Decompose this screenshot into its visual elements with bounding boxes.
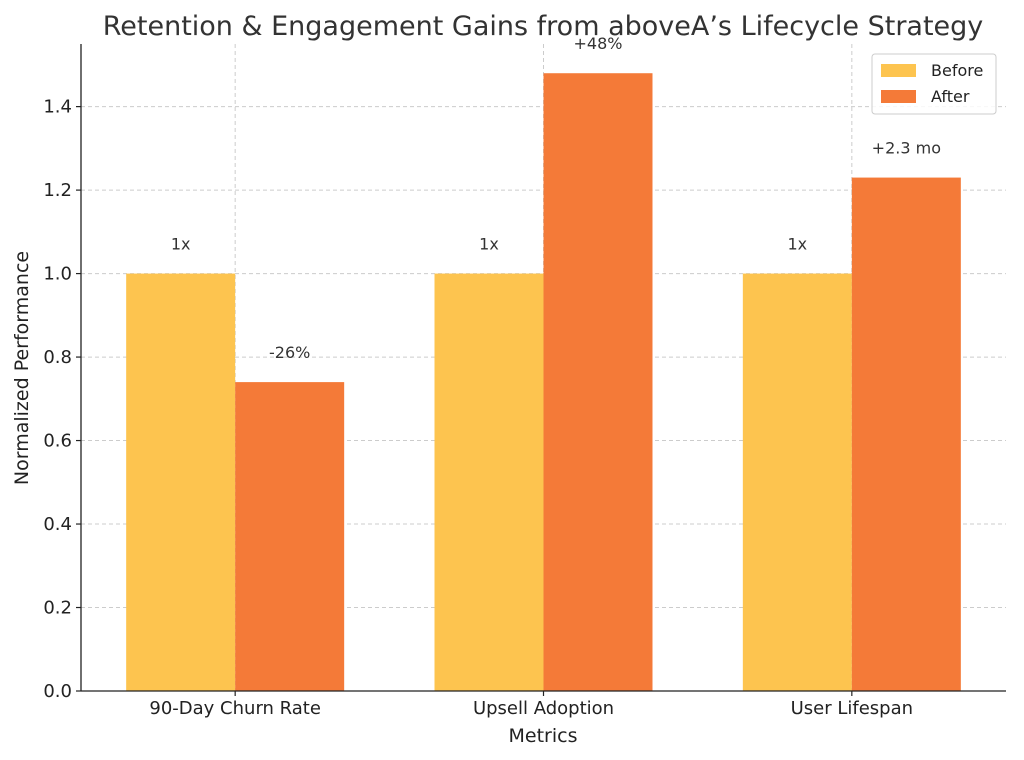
data-label: 1x bbox=[479, 235, 499, 254]
y-tick-label: 1.2 bbox=[43, 180, 72, 201]
bar-before-1 bbox=[434, 273, 544, 691]
y-ticks: 0.0 0.2 0.4 0.6 0.8 1.0 1.2 1.4 bbox=[43, 97, 81, 702]
data-label: 1x bbox=[171, 235, 191, 254]
y-tick-label: 0.4 bbox=[43, 514, 72, 535]
legend-label-after: After bbox=[931, 87, 970, 106]
chart-title: Retention & Engagement Gains from aboveA… bbox=[103, 11, 984, 42]
bar-after-0 bbox=[235, 382, 345, 691]
y-tick-label: 0.2 bbox=[43, 598, 72, 619]
bar-after-2 bbox=[851, 177, 961, 691]
data-labels: 1x 1x 1x -26% +48% +2.3 mo bbox=[171, 34, 941, 362]
y-tick-label: 0.0 bbox=[43, 681, 72, 702]
x-tick-label: Upsell Adoption bbox=[473, 698, 614, 719]
bar-before-2 bbox=[742, 273, 852, 691]
legend-label-before: Before bbox=[931, 61, 983, 80]
x-axis-label: Metrics bbox=[509, 725, 578, 747]
bar-after-1 bbox=[543, 73, 653, 691]
y-axis-label: Normalized Performance bbox=[11, 251, 33, 485]
data-label: 1x bbox=[788, 235, 808, 254]
bar-before-0 bbox=[126, 273, 236, 691]
y-tick-label: 1.4 bbox=[43, 97, 72, 118]
legend: Before After bbox=[871, 53, 997, 115]
bars bbox=[126, 73, 961, 691]
data-label: +48% bbox=[574, 34, 623, 53]
x-tick-label: User Lifespan bbox=[791, 698, 913, 719]
y-tick-label: 0.8 bbox=[43, 347, 72, 368]
legend-swatch-before bbox=[881, 64, 916, 77]
y-tick-label: 1.0 bbox=[43, 264, 72, 285]
y-tick-label: 0.6 bbox=[43, 431, 72, 452]
x-tick-label: 90-Day Churn Rate bbox=[149, 698, 321, 719]
legend-swatch-after bbox=[881, 90, 916, 103]
data-label: -26% bbox=[269, 343, 310, 362]
x-ticks: 90-Day Churn Rate Upsell Adoption User Lif… bbox=[149, 691, 913, 719]
data-label: +2.3 mo bbox=[872, 139, 941, 158]
